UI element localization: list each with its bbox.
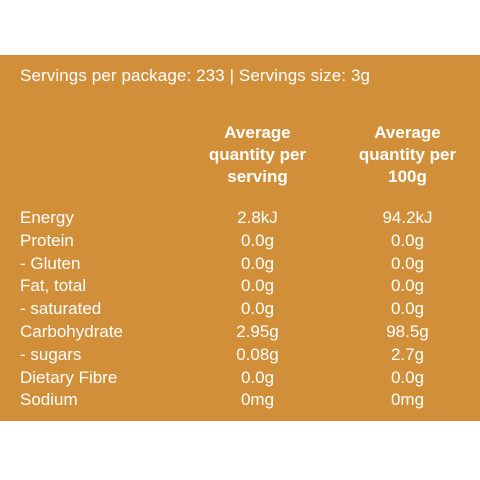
per-serving-value: 0.0g	[240, 230, 275, 250]
per-100g-value: 98.5g	[386, 321, 429, 341]
per-serving-value: 0.0g	[240, 299, 275, 319]
header-per-serving-line: serving	[227, 167, 288, 186]
header-per-100g-line: 100g	[388, 167, 427, 186]
per-100g-value: 2.7g	[390, 344, 425, 364]
nutrient-name: Dietary Fibre	[20, 367, 118, 387]
per-100g-value: 0.0g	[390, 253, 425, 273]
table-row: Dietary Fibre 0.0g 0.0g	[0, 367, 480, 390]
nutrient-name: Energy	[20, 208, 74, 227]
per-100g-value: 94.2kJ	[382, 208, 433, 227]
per-100g-value: 0.0g	[390, 367, 425, 387]
table-row: Carbohydrate 2.95g 98.5g	[0, 321, 480, 344]
per-serving-value: 2.8kJ	[237, 208, 278, 227]
per-100g-value: 0mg	[390, 390, 425, 410]
per-serving-value: 0.0g	[240, 253, 275, 273]
per-serving-value: 0.08g	[236, 344, 279, 364]
nutrient-name: - saturated	[20, 299, 102, 319]
table-row: Sodium 0mg 0mg	[0, 389, 480, 412]
per-100g-value: 0.0g	[390, 276, 425, 296]
nutrient-name: Sodium	[20, 390, 78, 410]
table-row: Protein 0.0g 0.0g	[0, 230, 480, 253]
per-serving-value: 0.0g	[240, 367, 275, 387]
table-row: - saturated 0.0g 0.0g	[0, 298, 480, 321]
header-per-100g-line: quantity per	[358, 145, 457, 164]
table-row: Energy 2.8kJ 94.2kJ	[0, 207, 480, 230]
header-per-serving-line: quantity per	[208, 145, 307, 164]
nutrient-name: - sugars	[20, 344, 82, 364]
table-row: - sugars 0.08g 2.7g	[0, 344, 480, 367]
per-serving-value: 2.95g	[236, 321, 279, 341]
nutrient-name: - Gluten	[20, 253, 81, 273]
nutrition-table: Energy 2.8kJ 94.2kJ Protein 0.0g 0.0g - …	[0, 207, 480, 412]
servings-info: Servings per package: 233 | Servings siz…	[20, 66, 371, 85]
nutrient-name: Fat, total	[20, 276, 87, 296]
per-serving-value: 0.0g	[240, 276, 275, 296]
per-100g-value: 0.0g	[390, 299, 425, 319]
nutrition-panel: Servings per package: 233 | Servings siz…	[0, 55, 480, 421]
header-per-100g-line: Average	[374, 123, 441, 142]
per-100g-value: 0.0g	[390, 230, 425, 250]
per-serving-value: 0mg	[240, 390, 275, 410]
header-per-100g: Average quantity per 100g	[340, 122, 475, 188]
table-row: - Gluten 0.0g 0.0g	[0, 253, 480, 276]
header-per-serving: Average quantity per serving	[190, 122, 325, 188]
header-per-serving-line: Average	[224, 123, 291, 142]
table-row: Fat, total 0.0g 0.0g	[0, 275, 480, 298]
nutrient-name: Protein	[20, 230, 74, 250]
nutrient-name: Carbohydrate	[20, 321, 124, 341]
